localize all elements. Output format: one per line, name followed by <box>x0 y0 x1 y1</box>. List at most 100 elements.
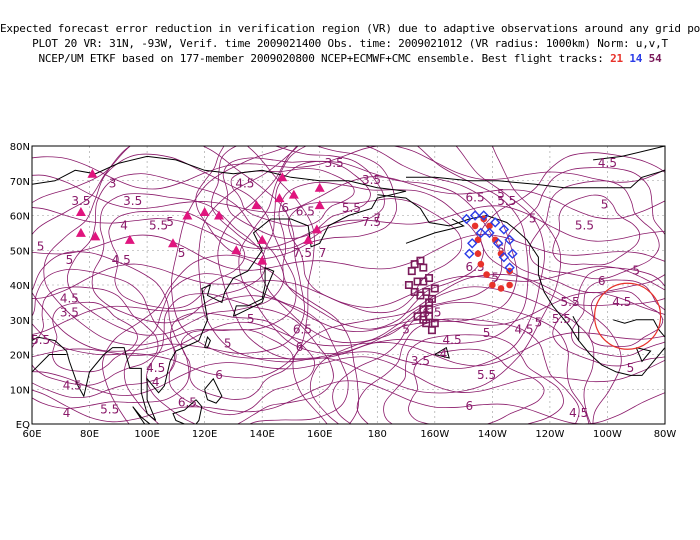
track-label-14: 14 <box>629 52 643 65</box>
flight-track-54-marker <box>427 326 436 335</box>
observation-triangle <box>257 234 268 244</box>
contour-value-label: 5.5 <box>149 218 168 232</box>
contour-line <box>168 312 315 416</box>
contour-value-label: 6.5 <box>178 396 197 410</box>
contour-value-label: 5 <box>247 312 255 326</box>
contour-line <box>552 267 665 367</box>
contour-value-label: 6 <box>281 201 289 215</box>
lon-tick-label: 100W <box>593 429 622 440</box>
contour-line <box>552 194 641 266</box>
contour-value-label: 3.5 <box>71 194 90 208</box>
contour-value-label: 6 <box>598 274 606 288</box>
observation-triangle <box>303 234 314 244</box>
contour-line <box>108 210 246 309</box>
lon-tick-label: 60E <box>22 429 41 440</box>
flight-track-14-marker <box>478 210 489 221</box>
flight-track-54-marker <box>422 287 431 296</box>
contour-line <box>356 318 580 424</box>
flight-track-54-marker <box>419 263 428 272</box>
contour-line <box>32 321 665 367</box>
observation-triangles <box>75 168 325 265</box>
flight-track-14-marker <box>498 252 510 263</box>
observation-triangle <box>311 224 322 234</box>
contour-line <box>407 348 545 424</box>
coastline-segment <box>377 194 665 376</box>
contour-value-label: 5 <box>627 361 635 375</box>
contour-value-label: 6 <box>215 368 223 382</box>
contour-value-label: 5.5 <box>552 312 571 326</box>
contour-line <box>180 329 294 400</box>
contour-value-label: 3.5 <box>411 354 430 368</box>
coastline-segment <box>635 347 652 363</box>
contour-value-label: 4 <box>63 406 71 420</box>
lon-tick-label: 100E <box>134 429 159 440</box>
coastline-segment <box>132 406 151 424</box>
contour-line <box>32 251 190 409</box>
flight-track-21-marker <box>474 236 482 244</box>
contour-value-label: 5 <box>529 211 537 225</box>
contour-line <box>102 254 360 424</box>
contour-value-label: 5 <box>178 246 186 260</box>
contour-line <box>32 356 665 396</box>
flight-track-21-marker <box>486 222 493 230</box>
contour-value-label: 4 <box>440 347 448 361</box>
flight-track-14-marker <box>461 213 472 225</box>
contour-value-label: 5 <box>483 326 491 340</box>
contour-line <box>123 273 349 424</box>
lon-tick-label: 80W <box>654 429 677 440</box>
contour-line <box>43 153 297 346</box>
title-line-3: NCEP/UM ETKF based on 177-member 2009020… <box>0 52 700 65</box>
coastline-segment <box>204 377 223 404</box>
contour-line <box>32 233 665 271</box>
contour-value-label: 5.5 <box>575 218 594 232</box>
observation-triangle <box>251 200 262 210</box>
flight-track-14-marker <box>464 248 475 259</box>
contour-line <box>145 293 334 424</box>
contour-line <box>32 263 665 308</box>
flight-track-14-marker <box>469 210 481 221</box>
lon-tick-label: 140E <box>249 429 274 440</box>
contour-value-label: 5.5 <box>342 201 361 215</box>
flight-track-21-marker <box>491 236 499 244</box>
observation-triangle <box>274 193 285 203</box>
contour-value-label: 3.5 <box>123 194 142 208</box>
contour-value-label: 7 <box>319 246 327 260</box>
lat-tick-label: 60N <box>10 212 30 223</box>
contour-line <box>588 290 664 347</box>
contour-value-label: 5 <box>632 264 640 278</box>
flight-track-14-marker <box>475 227 487 239</box>
flight-track-21-marker <box>474 250 482 258</box>
contour-line <box>230 168 355 227</box>
title-line-2: PLOT 20 VR: 31N, -93W, Verif. time 20090… <box>32 37 668 50</box>
contour-line <box>198 146 545 369</box>
contour-line <box>66 173 285 336</box>
contour-line <box>504 167 665 294</box>
lat-tick-label: EQ <box>16 420 30 431</box>
contour-value-label: 4.5 <box>569 406 588 420</box>
map-frame <box>31 145 666 425</box>
observation-triangle <box>314 200 325 210</box>
contour-line <box>32 205 665 249</box>
coastline-segment <box>613 302 665 338</box>
contour-value-label: 4.5 <box>443 333 462 347</box>
lon-tick-label: 160E <box>307 429 332 440</box>
contour-value-label: 5 <box>66 253 74 267</box>
contour-line <box>32 146 665 190</box>
contour-line <box>51 301 138 373</box>
lon-tick-label: 180 <box>368 429 387 440</box>
flight-track-14-marker <box>504 234 515 246</box>
flight-track-14-marker <box>507 248 518 259</box>
flight-track-54-marker <box>425 305 434 314</box>
observation-triangle <box>288 189 299 199</box>
flight-track-21-marker <box>497 250 505 258</box>
track-label-54: 54 <box>648 52 662 65</box>
contour-line <box>210 146 385 250</box>
flight-track-54-marker <box>404 280 413 289</box>
contour-value-label: 5 <box>491 271 499 285</box>
contour-value-label: 5.5 <box>561 295 580 309</box>
contour-value-label: 3 <box>109 177 117 191</box>
lat-tick-label: 10N <box>10 385 30 396</box>
coastlines <box>32 146 665 424</box>
flight-track-21-marker <box>477 260 485 268</box>
